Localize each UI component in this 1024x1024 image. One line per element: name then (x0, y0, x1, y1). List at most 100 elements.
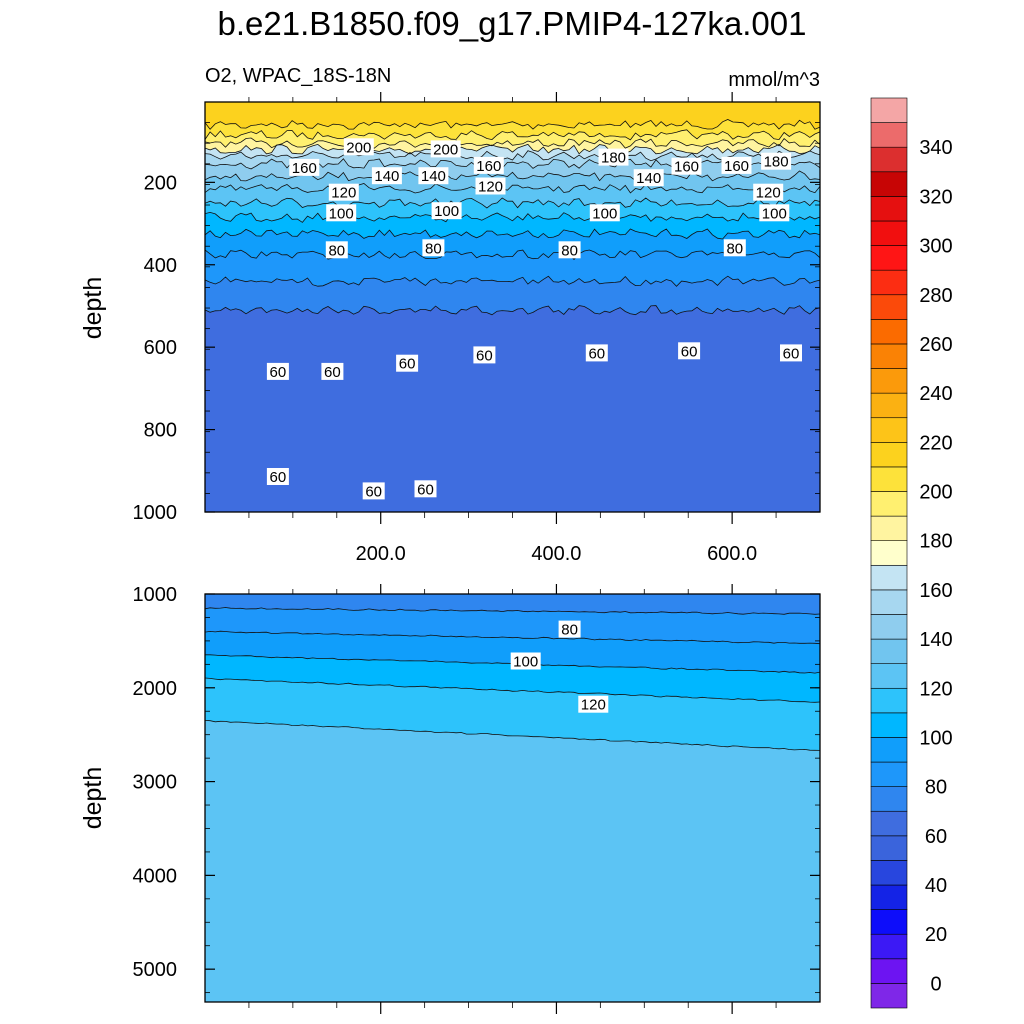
contour-label-text: 60 (324, 364, 341, 381)
colorbar-label: 280 (919, 285, 952, 307)
contour-label-text: 80 (561, 622, 578, 639)
contour-label-text: 80 (328, 242, 345, 259)
colorbar-box (870, 442, 908, 468)
contour-label-box (473, 156, 504, 174)
upper-contour-label: 60 (362, 482, 385, 500)
colorbar-box (870, 687, 908, 714)
upper-ytick-label: 600 (144, 337, 177, 359)
upper-contour-line (205, 228, 820, 240)
upper-contour-label: 200 (343, 138, 374, 156)
colorbar-box (870, 491, 908, 517)
upper-contour-label: 60 (396, 354, 419, 373)
colorbar-box (870, 466, 908, 492)
lower-contour-label: 120 (578, 695, 609, 714)
colorbar-box (870, 392, 908, 419)
contour-label-text: 100 (592, 205, 617, 222)
upper-contour-line (205, 150, 820, 162)
colorbar-box (870, 269, 908, 296)
colorbar-box (870, 171, 908, 197)
upper-contour-label: 60 (780, 344, 802, 362)
colorbar: 0 20 40 60 80 100 120 140 160 180 200 220 240 260 280 3… (870, 97, 953, 1009)
contour-label-box (633, 169, 664, 187)
upper-contour-label: 140 (418, 167, 449, 185)
lower-ytick-label: 4000 (133, 865, 178, 887)
upper-band (205, 305, 820, 512)
colorbar-box (870, 564, 908, 591)
contour-label-box (473, 346, 496, 364)
contour-label-box (678, 342, 701, 360)
upper-contour-label: 160 (289, 158, 320, 177)
contour-label-box (721, 156, 752, 174)
colorbar-box (870, 909, 908, 935)
xtick-label: 600.0 (707, 543, 757, 565)
contour-label-text: 160 (674, 159, 699, 176)
colorbar-box (870, 146, 908, 173)
upper-contour-label: 80 (723, 239, 746, 257)
contour-label-text: 100 (513, 654, 538, 671)
upper-contour-label: 60 (266, 468, 289, 486)
colorbar-box (870, 860, 908, 886)
upper-contour-label: 160 (671, 157, 702, 176)
contour-label-text: 80 (425, 240, 442, 257)
contour-label-box (589, 204, 620, 222)
colorbar-label: 260 (919, 334, 952, 356)
colorbar-box (870, 761, 908, 787)
contour-label-box (266, 468, 289, 485)
upper-contour-label: 120 (328, 183, 359, 202)
upper-contour-line (205, 275, 820, 287)
upper-contour-label: 120 (475, 177, 506, 196)
contour-label-text: 60 (588, 345, 605, 362)
contour-label-text: 120 (478, 179, 503, 196)
contour-label-text: 160 (292, 160, 317, 177)
contour-label-box (780, 344, 802, 362)
contour-label-box (325, 241, 348, 259)
contour-label-box (759, 204, 790, 222)
upper-contour-label: 60 (473, 346, 496, 364)
contour-label-text: 180 (764, 154, 789, 171)
lower-band (205, 720, 820, 1002)
left-string: O2, WPAC_18S-18N (205, 65, 391, 87)
colorbar-label: 60 (925, 826, 947, 848)
upper-contour-label: 160 (721, 156, 752, 175)
colorbar-box (870, 589, 908, 615)
contour-label-box (328, 183, 359, 201)
colorbar-box (870, 368, 908, 394)
contour-label-text: 180 (601, 150, 626, 167)
contour-label-box (510, 652, 541, 670)
colorbar-box (870, 196, 908, 222)
upper-contour-line (205, 119, 820, 130)
colorbar-box (870, 810, 908, 837)
colorbar-label: 160 (919, 580, 952, 602)
colorbar-box (870, 933, 908, 960)
contour-label-box (422, 239, 445, 257)
contour-label-text: 60 (417, 481, 434, 498)
contour-label-text: 60 (783, 345, 800, 362)
upper-contour-label: 140 (371, 167, 402, 185)
contour-label-box (671, 157, 702, 175)
upper-contour-label: 80 (422, 239, 445, 257)
contour-label-box (598, 148, 629, 166)
colorbar-label: 320 (919, 186, 952, 208)
right-string: mmol/m^3 (728, 69, 820, 91)
lower-contour-label: 100 (510, 652, 541, 671)
lower-ytick-label: 3000 (133, 772, 178, 794)
colorbar-label: 140 (919, 629, 952, 651)
upper-contour-line (205, 249, 820, 261)
upper-ytick-label: 1000 (133, 502, 178, 524)
xtick-label: 400.0 (531, 543, 581, 565)
contour-label-box (343, 138, 374, 156)
upper-contour-label: 180 (761, 152, 792, 171)
contour-label-text: 140 (374, 168, 399, 185)
upper-contour-label: 180 (598, 148, 629, 167)
upper-contour-label: 200 (430, 140, 461, 158)
contour-label-box (431, 202, 462, 220)
upper-contour-line (205, 305, 820, 316)
contour-label-text: 160 (476, 158, 501, 175)
contour-label-text: 160 (724, 158, 749, 175)
colorbar-box (870, 540, 908, 566)
upper-ytick-label: 200 (144, 172, 177, 194)
colorbar-box (870, 712, 908, 738)
upper-contour-label: 100 (431, 202, 462, 220)
contour-label-text: 120 (581, 697, 606, 714)
upper-ytick-label: 800 (144, 420, 177, 442)
